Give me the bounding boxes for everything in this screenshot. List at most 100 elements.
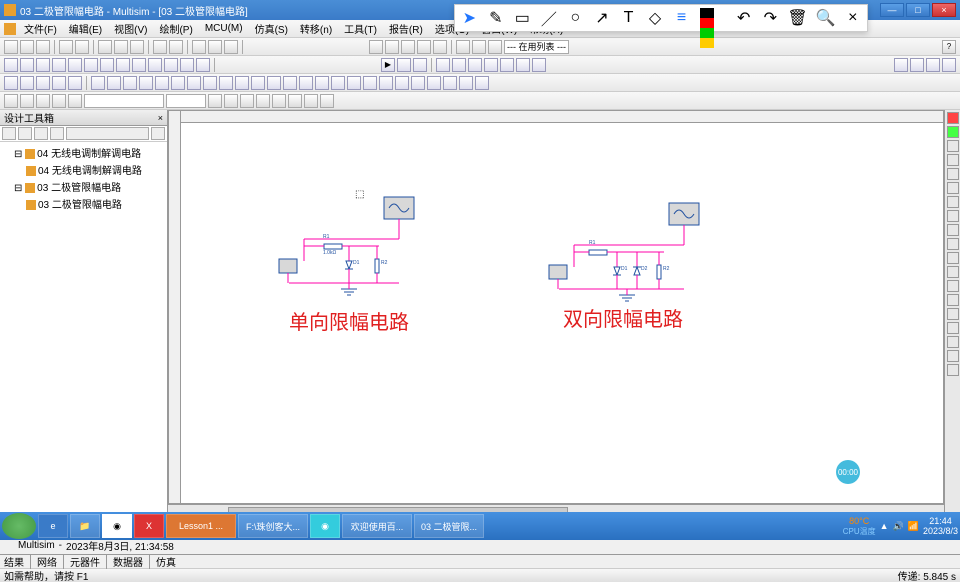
- c2-26[interactable]: [411, 76, 425, 90]
- taskbar-item[interactable]: X: [134, 514, 164, 538]
- comp-2[interactable]: [20, 58, 34, 72]
- inst-btn[interactable]: [947, 168, 959, 180]
- comp-10[interactable]: [148, 58, 162, 72]
- clock-time[interactable]: 21:44: [923, 516, 958, 526]
- c2-15[interactable]: [235, 76, 249, 90]
- run-button[interactable]: ▶: [381, 58, 395, 72]
- zoom-in-button[interactable]: [192, 40, 206, 54]
- f-8[interactable]: [240, 94, 254, 108]
- pointer-icon[interactable]: ➤: [461, 9, 478, 27]
- comp-4[interactable]: [52, 58, 66, 72]
- inst-btn[interactable]: [947, 294, 959, 306]
- comp-1[interactable]: [4, 58, 18, 72]
- color-palette[interactable]: [700, 8, 726, 28]
- arrow-icon[interactable]: ↗: [594, 9, 611, 27]
- ss-tab[interactable]: 元器件: [70, 554, 100, 569]
- inst-btn[interactable]: [947, 238, 959, 250]
- open-button[interactable]: [20, 40, 34, 54]
- tree-node[interactable]: 03 二极管限幅电路: [37, 183, 121, 194]
- c2-5[interactable]: [68, 76, 82, 90]
- c2-11[interactable]: [171, 76, 185, 90]
- schematic-canvas[interactable]: R1 1.0kΩ D1 R2 单向限幅电路: [168, 110, 944, 504]
- menu-view[interactable]: 视图(V): [108, 21, 153, 36]
- zoom-2[interactable]: [910, 58, 924, 72]
- c2-1[interactable]: [4, 76, 18, 90]
- inuse-combo[interactable]: --- 在用列表 ---: [504, 40, 569, 54]
- c2-28[interactable]: [443, 76, 457, 90]
- inst-btn[interactable]: [947, 182, 959, 194]
- f-4[interactable]: [52, 94, 66, 108]
- f-11[interactable]: [288, 94, 302, 108]
- zoom-fit-button[interactable]: [224, 40, 238, 54]
- taskbar-item[interactable]: Lesson1 ...: [166, 514, 236, 538]
- tb-c[interactable]: [401, 40, 415, 54]
- taskbar-item[interactable]: ◉: [310, 514, 340, 538]
- text-icon[interactable]: T: [620, 9, 637, 27]
- tb-g[interactable]: [472, 40, 486, 54]
- start-button[interactable]: [2, 513, 36, 539]
- comp-9[interactable]: [132, 58, 146, 72]
- taskbar-item[interactable]: F:\珠创客大...: [238, 514, 308, 538]
- c2-27[interactable]: [427, 76, 441, 90]
- menu-report[interactable]: 报告(R): [383, 21, 429, 36]
- c2-19[interactable]: [299, 76, 313, 90]
- inst-6[interactable]: [516, 58, 530, 72]
- taskbar-item[interactable]: e: [38, 514, 68, 538]
- tb-h[interactable]: [488, 40, 502, 54]
- comp-13[interactable]: [196, 58, 210, 72]
- redo-icon[interactable]: ↷: [762, 9, 779, 27]
- annotation-toolbar[interactable]: ➤ ✎ ▭ ／ ○ ↗ T ◇ ≡ ↶ ↷ 🗑 🔍 ×: [454, 4, 868, 32]
- c2-14[interactable]: [219, 76, 233, 90]
- c2-8[interactable]: [123, 76, 137, 90]
- print-button[interactable]: [59, 40, 73, 54]
- c2-22[interactable]: [347, 76, 361, 90]
- undo-button[interactable]: [153, 40, 167, 54]
- f-13[interactable]: [320, 94, 334, 108]
- c2-18[interactable]: [283, 76, 297, 90]
- rect-icon[interactable]: ▭: [514, 9, 531, 27]
- inst-5[interactable]: [500, 58, 514, 72]
- zoom-3[interactable]: [926, 58, 940, 72]
- c2-29[interactable]: [459, 76, 473, 90]
- taskbar-item[interactable]: 03 二极管限...: [414, 514, 484, 538]
- inst-btn[interactable]: [947, 196, 959, 208]
- minimize-button[interactable]: —: [880, 3, 904, 17]
- st-4[interactable]: [50, 127, 64, 140]
- tree-node[interactable]: 03 二极管限幅电路: [38, 200, 122, 211]
- st-3[interactable]: [34, 127, 48, 140]
- comp-12[interactable]: [180, 58, 194, 72]
- inst-btn[interactable]: [947, 210, 959, 222]
- inst-btn[interactable]: [947, 154, 959, 166]
- new-button[interactable]: [4, 40, 18, 54]
- inst-7[interactable]: [532, 58, 546, 72]
- menu-sim[interactable]: 仿真(S): [249, 21, 294, 36]
- f-7[interactable]: [224, 94, 238, 108]
- c2-23[interactable]: [363, 76, 377, 90]
- c2-17[interactable]: [267, 76, 281, 90]
- inst-4[interactable]: [484, 58, 498, 72]
- c2-24[interactable]: [379, 76, 393, 90]
- stop-button[interactable]: [413, 58, 427, 72]
- inst-btn[interactable]: [947, 336, 959, 348]
- f-9[interactable]: [256, 94, 270, 108]
- tb-d[interactable]: [417, 40, 431, 54]
- ss-tab[interactable]: 网络: [37, 554, 57, 569]
- inst-btn[interactable]: [947, 350, 959, 362]
- ss-tab[interactable]: 数据器: [113, 554, 143, 569]
- c2-20[interactable]: [315, 76, 329, 90]
- taskbar-item[interactable]: 欢迎使用百...: [342, 514, 412, 538]
- maximize-button[interactable]: □: [906, 3, 930, 17]
- zoom-4[interactable]: [942, 58, 956, 72]
- line-icon[interactable]: ／: [541, 9, 558, 27]
- menu-edit[interactable]: 编辑(E): [63, 21, 108, 36]
- tb-e[interactable]: [433, 40, 447, 54]
- save-button[interactable]: [36, 40, 50, 54]
- taskbar-item[interactable]: 📁: [70, 514, 100, 538]
- f-1[interactable]: [4, 94, 18, 108]
- timer-bubble[interactable]: 00:00: [836, 460, 860, 484]
- c2-7[interactable]: [107, 76, 121, 90]
- tb-a[interactable]: [369, 40, 383, 54]
- project-tree[interactable]: ⊟ 04 无线电调制解调电路 04 无线电调制解调电路 ⊟ 03 二极管限幅电路…: [0, 142, 167, 520]
- comp-6[interactable]: [84, 58, 98, 72]
- c2-10[interactable]: [155, 76, 169, 90]
